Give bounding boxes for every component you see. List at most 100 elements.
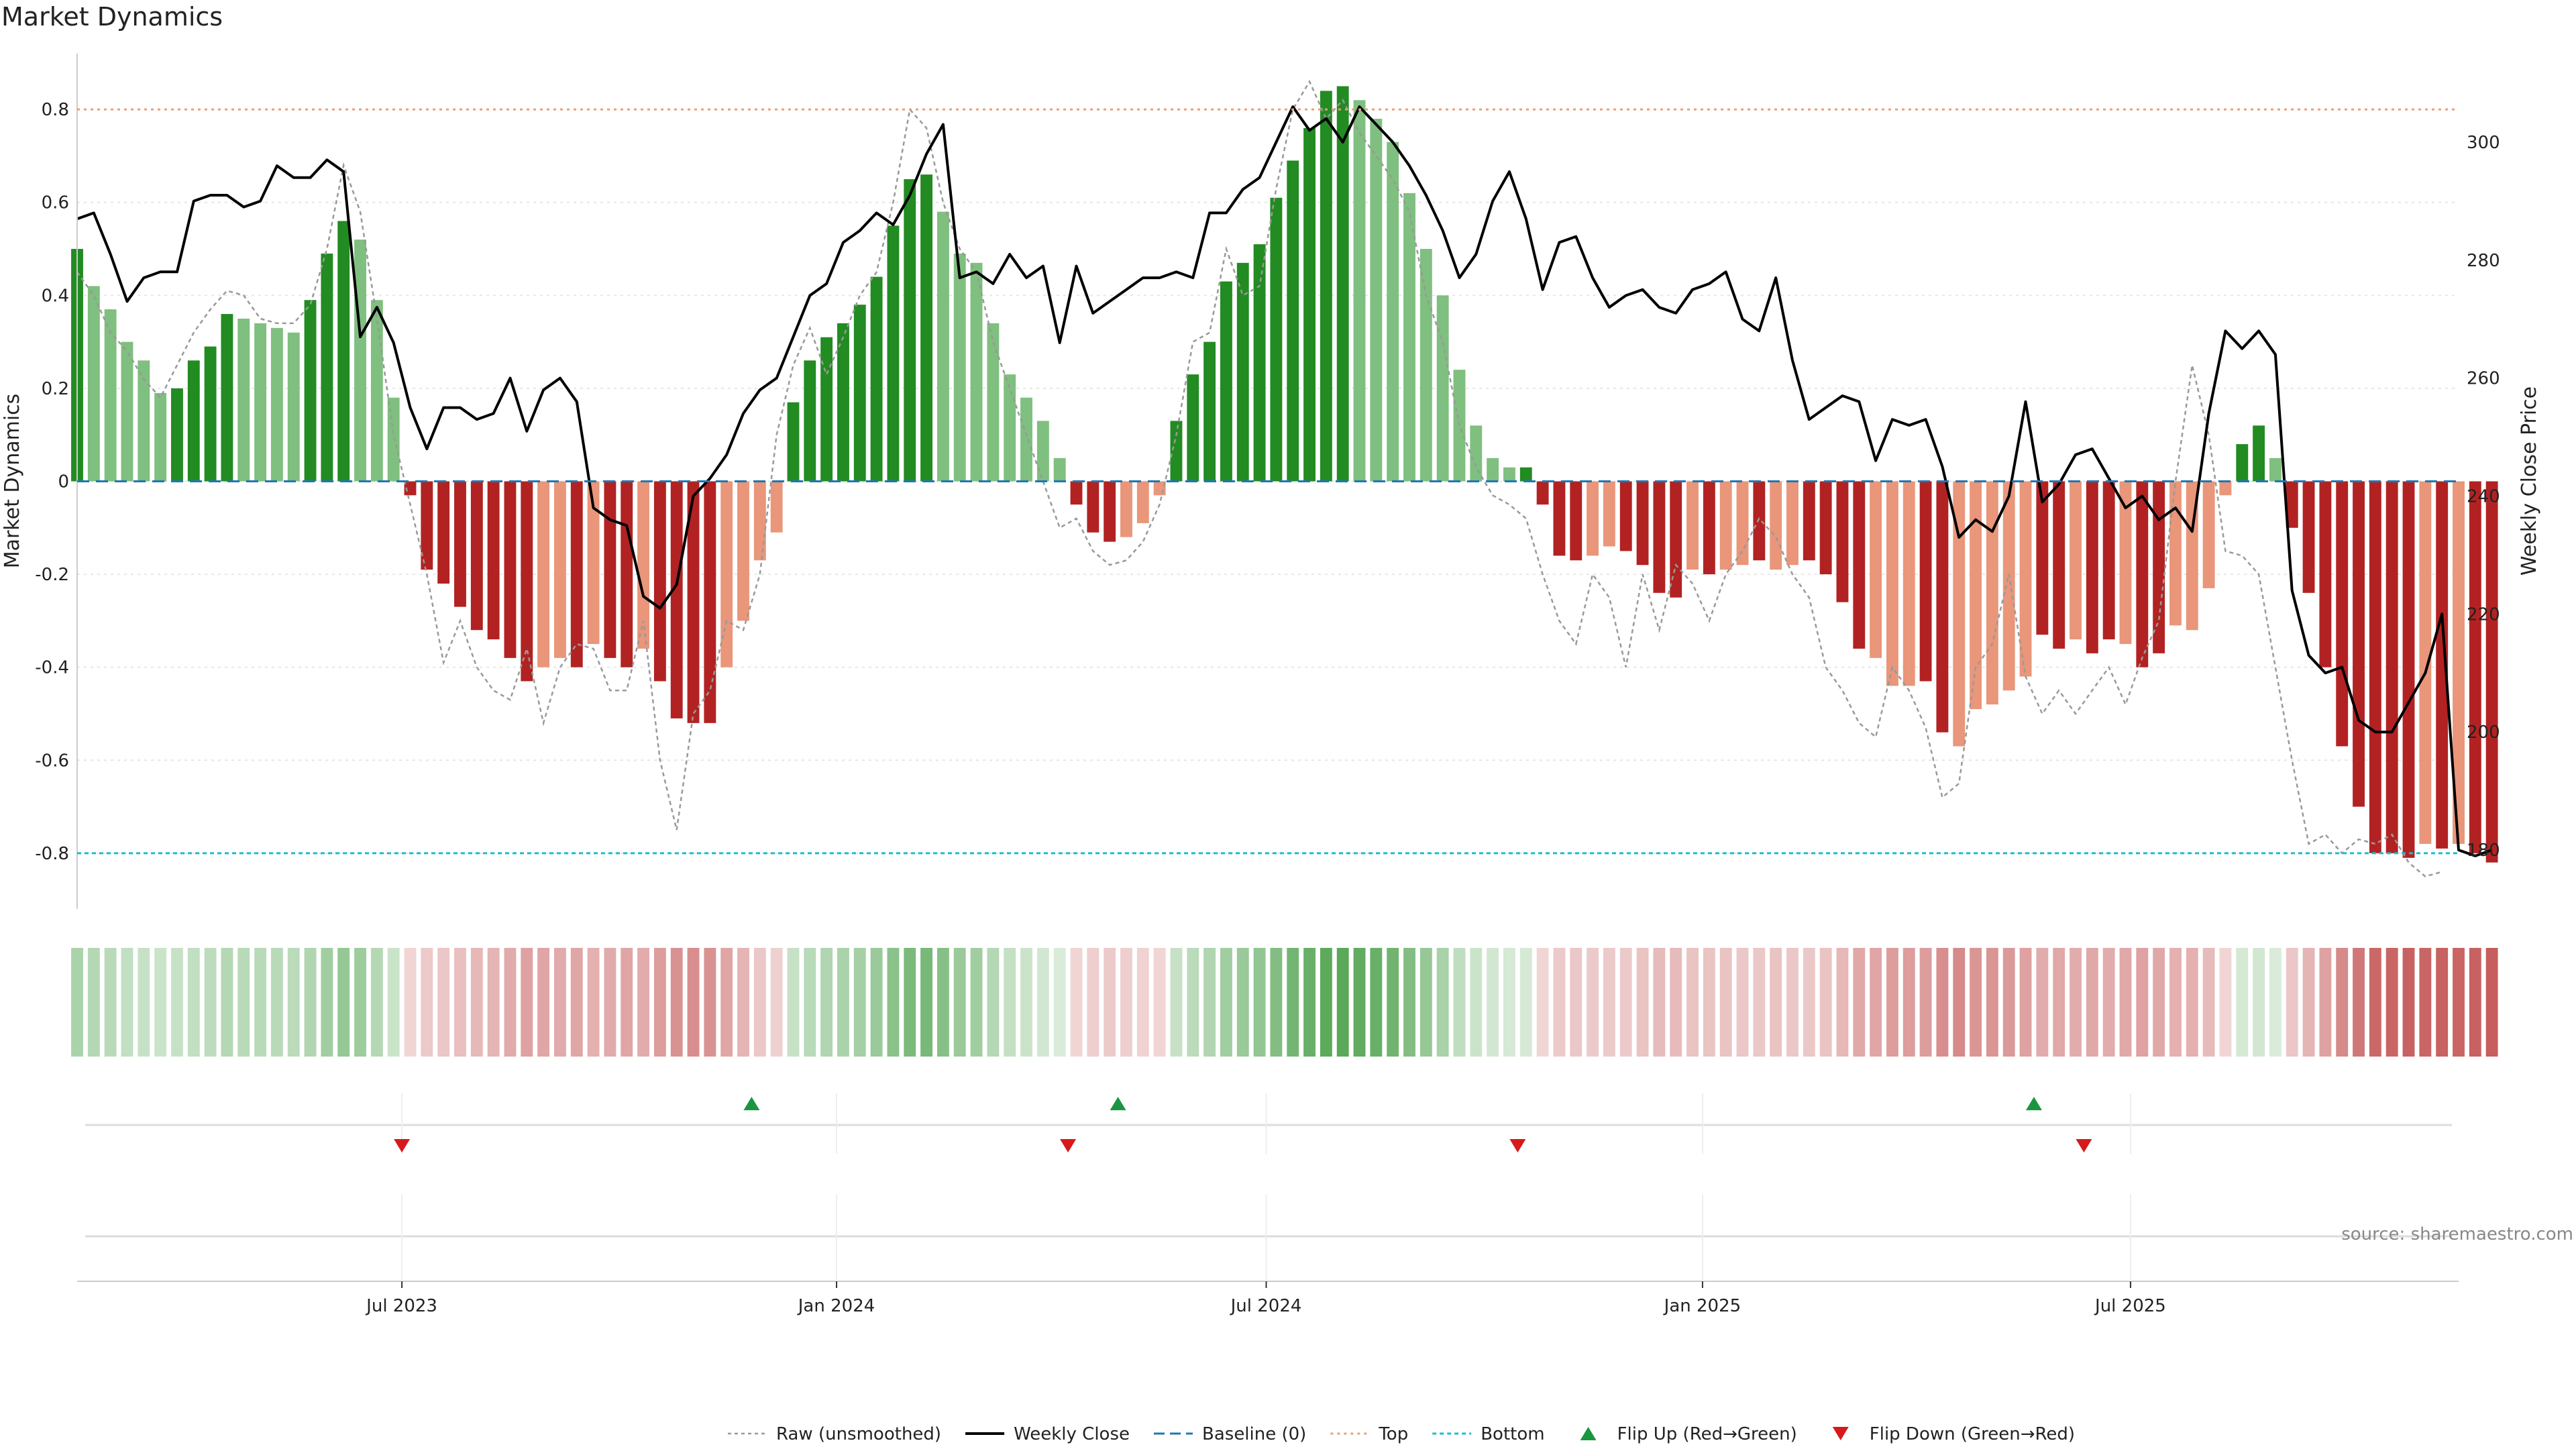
bar-78 bbox=[1370, 119, 1383, 482]
sentiment-cell-0 bbox=[71, 948, 83, 1057]
sentiment-cell-11 bbox=[254, 948, 267, 1057]
y-tick-label: -0.6 bbox=[35, 751, 69, 771]
sentiment-cell-57 bbox=[1020, 948, 1032, 1057]
bar-18 bbox=[370, 300, 383, 482]
bar-39 bbox=[720, 481, 733, 667]
bar-4 bbox=[138, 360, 150, 482]
bar-64 bbox=[1136, 481, 1149, 523]
sentiment-cell-50 bbox=[904, 948, 916, 1057]
sentiment-cell-45 bbox=[820, 948, 833, 1057]
bar-125 bbox=[2153, 481, 2165, 653]
sentiment-cell-116 bbox=[2002, 948, 2015, 1057]
bar-114 bbox=[1970, 481, 1982, 710]
bar-98 bbox=[1703, 481, 1715, 575]
sentiment-cell-58 bbox=[1036, 948, 1049, 1057]
sentiment-cell-21 bbox=[421, 948, 433, 1057]
y-tick-label: 0.8 bbox=[42, 100, 69, 120]
x-tick-label: Jan 2025 bbox=[1663, 1296, 1741, 1316]
sentiment-cell-23 bbox=[454, 948, 466, 1057]
bar-90 bbox=[1570, 481, 1582, 561]
sentiment-cell-105 bbox=[1819, 948, 1832, 1057]
bar-100 bbox=[1736, 481, 1749, 566]
bar-136 bbox=[2336, 481, 2349, 747]
bar-121 bbox=[2086, 481, 2098, 653]
bar-97 bbox=[1686, 481, 1699, 570]
raw-line bbox=[76, 79, 2443, 877]
sentiment-cell-54 bbox=[970, 948, 983, 1057]
bar-145 bbox=[2485, 481, 2498, 863]
y-tick-label: 0.6 bbox=[42, 193, 69, 213]
legend-label: Weekly Close bbox=[1014, 1424, 1130, 1444]
sentiment-cell-22 bbox=[437, 948, 450, 1057]
sentiment-cell-106 bbox=[1836, 948, 1849, 1057]
bar-104 bbox=[1803, 481, 1815, 561]
bar-91 bbox=[1587, 481, 1599, 556]
sentiment-cell-119 bbox=[2053, 948, 2065, 1057]
y-tick-label-right: 220 bbox=[2467, 604, 2500, 625]
bar-73 bbox=[1287, 160, 1299, 482]
bar-16 bbox=[337, 221, 350, 482]
bar-14 bbox=[304, 300, 317, 482]
bar-101 bbox=[1753, 481, 1766, 561]
sentiment-cell-120 bbox=[2070, 948, 2082, 1057]
sentiment-cell-47 bbox=[853, 948, 866, 1057]
bar-35 bbox=[653, 481, 666, 682]
source-text: source: sharemaestro.com bbox=[2341, 1224, 2573, 1244]
bar-99 bbox=[1719, 481, 1732, 570]
sentiment-cell-103 bbox=[1786, 948, 1799, 1057]
histogram-bars bbox=[71, 86, 2498, 863]
bar-50 bbox=[904, 179, 916, 482]
sentiment-cell-60 bbox=[1070, 948, 1083, 1057]
sentiment-cell-31 bbox=[587, 948, 600, 1057]
x-tick-label: Jul 2023 bbox=[365, 1296, 437, 1316]
y-tick-label-right: 260 bbox=[2467, 369, 2500, 389]
flip-down-marker bbox=[1060, 1139, 1077, 1152]
bar-134 bbox=[2302, 481, 2315, 593]
sentiment-cell-49 bbox=[887, 948, 900, 1057]
sentiment-cell-143 bbox=[2453, 948, 2465, 1057]
sentiment-cell-141 bbox=[2419, 948, 2432, 1057]
sentiment-cell-134 bbox=[2302, 948, 2315, 1057]
bar-68 bbox=[1203, 341, 1216, 482]
bar-81 bbox=[1419, 249, 1432, 482]
sentiment-cell-108 bbox=[1870, 948, 1882, 1057]
bar-24 bbox=[470, 481, 483, 631]
legend: Raw (unsmoothed) Weekly Close Baseline (0)… bbox=[728, 1424, 2075, 1444]
bar-84 bbox=[1470, 425, 1483, 482]
sentiment-cell-17 bbox=[354, 948, 366, 1057]
legend-item-flip_up: Flip Up (Red→Green) bbox=[1580, 1424, 1797, 1444]
sentiment-cell-18 bbox=[370, 948, 383, 1057]
sentiment-cell-70 bbox=[1236, 948, 1249, 1057]
bar-2 bbox=[104, 309, 117, 482]
bar-33 bbox=[621, 481, 633, 667]
sentiment-cell-112 bbox=[1936, 948, 1949, 1057]
legend-item-bottom: Bottom bbox=[1432, 1424, 1545, 1444]
bar-80 bbox=[1403, 193, 1415, 482]
sentiment-cell-126 bbox=[2169, 948, 2182, 1057]
sentiment-cell-82 bbox=[1436, 948, 1449, 1057]
bar-123 bbox=[2119, 481, 2132, 645]
y-tick-label-right: 180 bbox=[2467, 841, 2500, 861]
bar-5 bbox=[154, 392, 167, 482]
sentiment-cell-74 bbox=[1303, 948, 1316, 1057]
sentiment-cell-28 bbox=[537, 948, 550, 1057]
sentiment-cell-90 bbox=[1570, 948, 1582, 1057]
sentiment-cell-26 bbox=[504, 948, 517, 1057]
sentiment-cell-101 bbox=[1753, 948, 1766, 1057]
bar-85 bbox=[1487, 458, 1499, 482]
bar-59 bbox=[1053, 458, 1066, 482]
sentiment-cell-8 bbox=[204, 948, 217, 1057]
bar-94 bbox=[1636, 481, 1649, 566]
sentiment-cell-16 bbox=[337, 948, 350, 1057]
bar-89 bbox=[1553, 481, 1566, 556]
y-tick-label: -0.8 bbox=[35, 844, 69, 864]
sentiment-cell-79 bbox=[1387, 948, 1399, 1057]
legend-label: Raw (unsmoothed) bbox=[776, 1424, 941, 1444]
sentiment-cell-95 bbox=[1653, 948, 1666, 1057]
sentiment-cell-3 bbox=[121, 948, 133, 1057]
sentiment-cell-129 bbox=[2219, 948, 2232, 1057]
sentiment-cell-42 bbox=[770, 948, 783, 1057]
bar-25 bbox=[487, 481, 500, 640]
bar-20 bbox=[404, 481, 417, 496]
